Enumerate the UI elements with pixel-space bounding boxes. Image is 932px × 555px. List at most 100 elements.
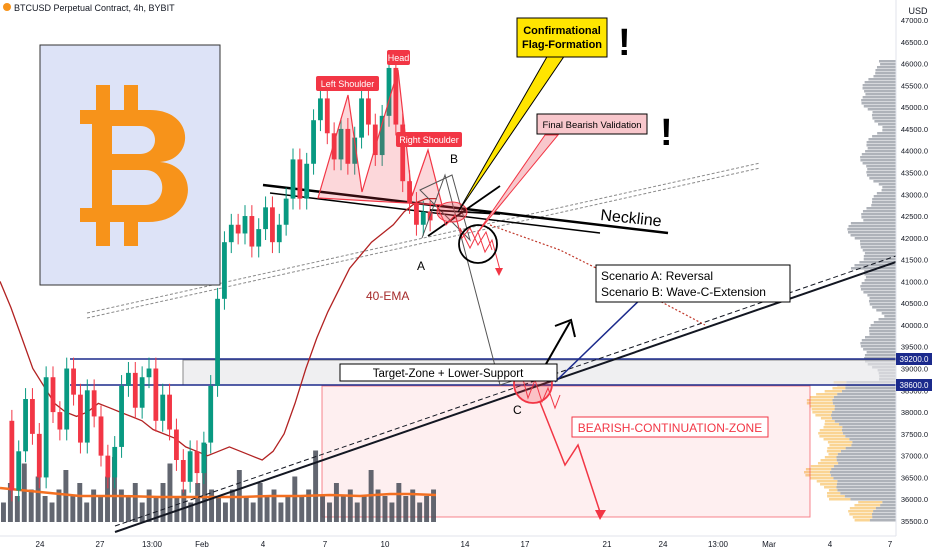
- volume-profile-row: [881, 312, 896, 315]
- volume-profile-row: [858, 501, 883, 504]
- volume-profile-row: [837, 393, 896, 396]
- volume-profile-row: [809, 396, 834, 399]
- volume-bar: [91, 489, 97, 522]
- candle-body: [290, 159, 296, 199]
- volume-profile-row: [811, 408, 835, 411]
- volume-profile-row: [876, 66, 896, 69]
- candle-body: [91, 390, 97, 417]
- volume-profile-row: [834, 465, 896, 468]
- bearish-arrow-head: [595, 510, 606, 520]
- candle-body: [98, 416, 104, 456]
- volume-bar: [125, 496, 131, 522]
- volume-profile-row: [852, 441, 896, 444]
- volume-profile-row: [854, 519, 870, 522]
- volume-profile-row: [862, 96, 896, 99]
- chart-header: BTCUSD Perpetual Contract, 4h, BYBIT: [3, 3, 175, 13]
- price-badge-39200: 39200.0: [900, 355, 929, 364]
- volume-profile-row: [816, 393, 838, 396]
- time-tick-label: Feb: [195, 540, 209, 549]
- price-tick-label: 44000.0: [901, 147, 928, 156]
- volume-profile-row: [872, 135, 896, 138]
- volume-profile-row: [873, 195, 896, 198]
- volume-profile-row: [832, 402, 896, 405]
- volume-profile-row: [824, 420, 835, 423]
- volume-profile-row: [834, 405, 896, 408]
- volume-profile-row: [848, 225, 896, 228]
- volume-bar: [153, 496, 159, 522]
- time-tick-label: Mar: [762, 540, 776, 549]
- volume-profile-row: [866, 141, 896, 144]
- candle-body: [338, 128, 344, 160]
- volume-profile-row: [860, 240, 896, 243]
- volume-profile-row: [867, 108, 896, 111]
- candle-body: [420, 211, 426, 225]
- price-tick-label: 41000.0: [901, 277, 928, 286]
- candle-body: [167, 394, 172, 430]
- volume-profile-row: [869, 330, 896, 333]
- volume-profile-row: [878, 318, 896, 321]
- volume-bar: [250, 502, 256, 522]
- wedge-zigzag: [459, 227, 501, 271]
- volume-bar: [188, 502, 194, 522]
- volume-bar: [396, 483, 402, 522]
- volume-bar: [375, 489, 381, 522]
- candle-body: [64, 368, 70, 430]
- volume-profile-row: [859, 261, 896, 264]
- volume-profile-row: [860, 243, 896, 246]
- volume-profile-row: [852, 516, 873, 519]
- time-tick-label: 21: [603, 540, 612, 549]
- exclamation-mark-1: !: [618, 22, 631, 64]
- candle-body: [379, 115, 385, 156]
- volume-bar: [111, 457, 117, 522]
- target-zone-label: Target-Zone + Lower-Support: [373, 368, 524, 380]
- candle-body: [318, 98, 323, 121]
- volume-profile-row: [861, 282, 896, 285]
- volume-bars: [1, 444, 436, 522]
- volume-profile-row: [860, 342, 896, 345]
- volume-profile-row: [812, 411, 833, 414]
- volume-profile-row: [876, 309, 896, 312]
- volume-profile-row: [873, 510, 896, 513]
- volume-profile-row: [827, 492, 841, 495]
- volume-profile-row: [866, 207, 896, 210]
- volume-profile-row: [872, 117, 896, 120]
- candle-body: [50, 377, 56, 413]
- volume-profile-row: [866, 165, 896, 168]
- time-tick-label: 10: [381, 540, 390, 549]
- price-badge-38600: 38600.0: [900, 381, 929, 390]
- volume-profile-row: [870, 324, 896, 327]
- price-tick-label: 40000.0: [901, 321, 928, 330]
- volume-bar: [222, 502, 228, 522]
- candle-body: [352, 137, 358, 164]
- volume-bar: [320, 496, 326, 522]
- volume-profile-row: [839, 423, 896, 426]
- candle-body: [146, 368, 152, 378]
- volume-profile-row: [882, 186, 896, 189]
- candle-body: [283, 198, 289, 225]
- volume-bar: [84, 502, 90, 522]
- volume-profile-row: [874, 120, 896, 123]
- flag-line-2: [429, 209, 501, 215]
- volume-profile-row: [850, 498, 896, 501]
- candle-body: [30, 399, 35, 434]
- volume-bar: [146, 489, 152, 522]
- candle-body: [235, 224, 241, 234]
- volume-profile-row: [878, 60, 896, 63]
- volume-bar: [139, 502, 145, 522]
- volume-bar: [174, 496, 180, 522]
- volume-profile-row: [869, 519, 896, 522]
- ema-40-line: [0, 197, 437, 461]
- volume-profile-row: [847, 231, 896, 234]
- volume-profile-row: [833, 396, 896, 399]
- volume-bar: [202, 444, 208, 522]
- volume-profile-row: [854, 504, 881, 507]
- volume-profile-row: [836, 483, 896, 486]
- candle-body: [201, 442, 207, 474]
- exclamation-mark-2: !: [660, 112, 673, 154]
- volume-bar: [333, 483, 339, 522]
- price-axis-panel[interactable]: [896, 0, 932, 550]
- volume-profile-row: [851, 444, 896, 447]
- volume-profile-row: [863, 348, 896, 351]
